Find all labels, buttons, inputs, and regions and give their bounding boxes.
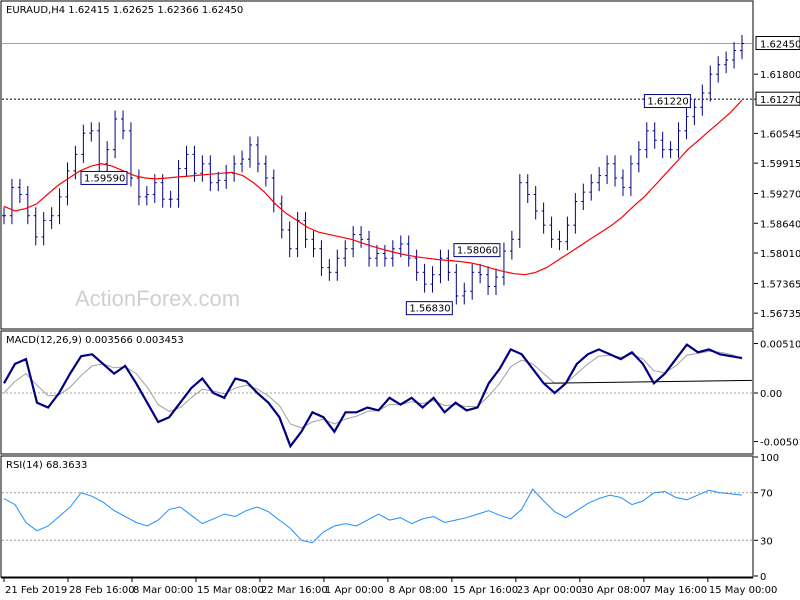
macd-ytick-label: 0.00 (760, 389, 782, 400)
level-price-label: 1.61270 (760, 95, 800, 106)
price-ytick-label: 1.59270 (760, 190, 800, 201)
price-ytick-label: 1.60545 (760, 129, 800, 140)
macd-line (3, 343, 743, 449)
price-ytick-label: 1.57365 (760, 279, 800, 290)
time-axis: 21 Feb 2019 28 Feb 16:008 Mar 00:00 15 Mar… (1, 577, 778, 596)
time-tick-label: 30 Apr 08:00 (581, 585, 646, 596)
macd-panel-frame (0, 330, 754, 455)
time-tick-label: 1 Apr 00:00 (325, 585, 384, 596)
macd-ytick-label: -0.005019 (760, 438, 800, 449)
time-tick-label: 15 Apr 16:00 (453, 585, 518, 596)
annotation-label: 1.58060 (457, 246, 498, 257)
price-panel: ActionForex.com 1.61220 1.59590 1.58060 1.5… (0, 0, 800, 330)
macd-trendline (543, 379, 753, 384)
time-tick-label: 22 Mar 16:00 (261, 585, 328, 596)
rsi-ytick-label: 70 (760, 489, 773, 500)
time-tick-label: 8 Apr 08:00 (389, 585, 448, 596)
annotation-label: 1.61220 (647, 97, 688, 108)
price-ytick-label: 1.58640 (760, 219, 800, 230)
annotation-label: 1.59590 (84, 173, 125, 184)
rsi-ytick-label: 0 (760, 572, 766, 583)
annotation-box (80, 170, 128, 185)
annotation-label: 1.56830 (409, 304, 450, 315)
time-tick-label: 15 May 00:00 (709, 585, 778, 596)
time-tick-label: 15 Mar 08:00 (197, 585, 264, 596)
current-price-label-box (755, 36, 800, 51)
price-ytick-label: 1.61800 (760, 70, 800, 81)
macd-panel-title: MACD(12,26,9) 0.003566 0.003453 (6, 335, 184, 346)
time-tick-label: 28 Feb 16:00 (69, 585, 135, 596)
price-ytick-label: 1.58010 (760, 249, 800, 260)
annotation-box (643, 94, 691, 109)
price-panel-title: EURAUD,H4 1.62415 1.62625 1.62366 1.6245… (6, 5, 243, 16)
rsi-line (3, 488, 743, 544)
rsi-ytick-label: 100 (760, 453, 779, 464)
current-price-label: 1.62450 (760, 40, 800, 51)
rsi-panel-frame (0, 455, 754, 578)
price-watermark: ActionForex.com (75, 286, 240, 311)
level-price-label-box (755, 91, 800, 106)
rsi-ytick-label: 30 (760, 536, 773, 547)
macd-panel: 0.005108 0.00 -0.005019 MACD(12,26,9) 0.00… (0, 330, 800, 455)
rsi-panel-title: RSI(14) 68.3633 (6, 460, 87, 471)
price-ytick-label: 1.59915 (760, 159, 800, 170)
time-tick-label: 21 Feb 2019 (5, 585, 67, 596)
time-tick-label: 23 Apr 00:00 (517, 585, 582, 596)
macd-ytick-label: 0.005108 (760, 340, 800, 351)
time-tick-label: 7 May 16:00 (645, 585, 707, 596)
time-tick-label: 8 Mar 00:00 (133, 585, 193, 596)
annotation-box (405, 301, 453, 316)
price-ytick-label: 1.56735 (760, 309, 800, 320)
price-panel-frame (0, 0, 754, 330)
rsi-panel: 100 70 30 0 RSI(14) 68.3633 (0, 453, 779, 583)
annotation-box (453, 243, 501, 258)
